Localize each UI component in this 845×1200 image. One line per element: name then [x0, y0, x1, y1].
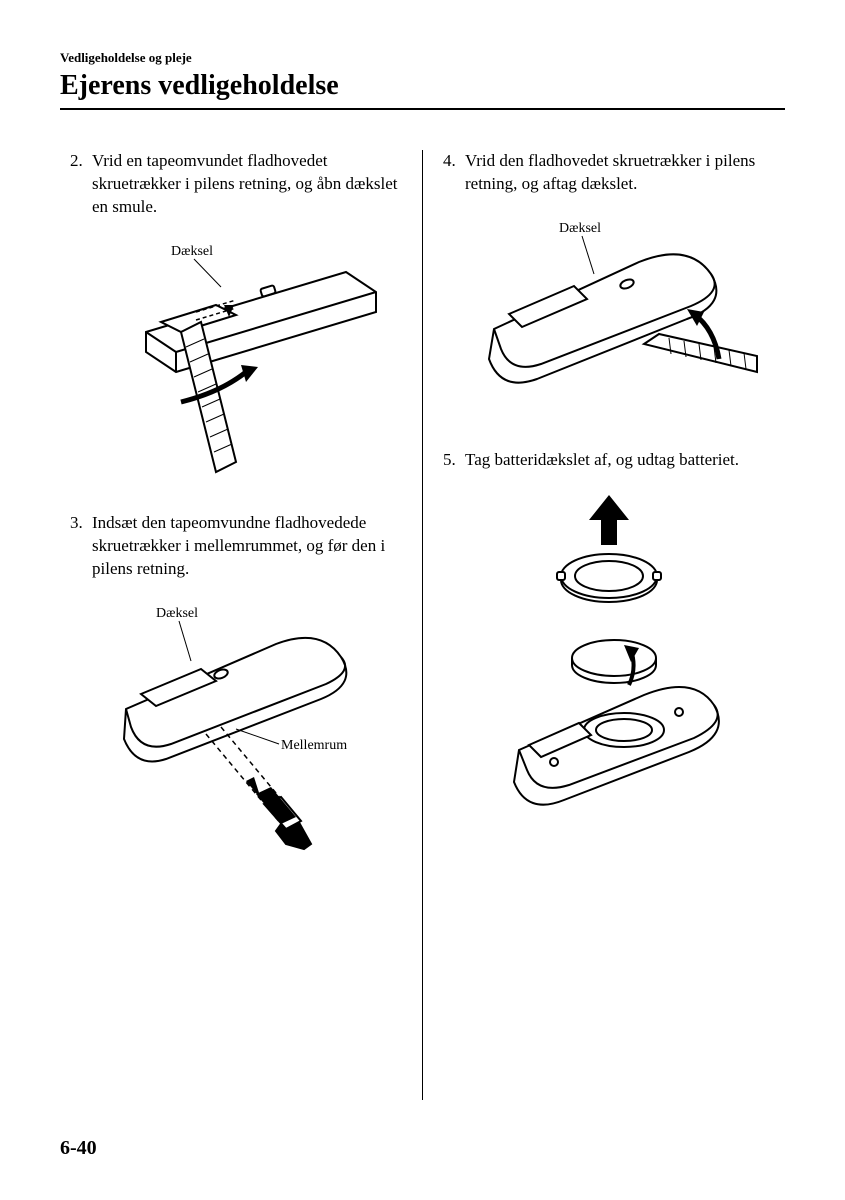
callout-daeksel-3: Dæksel: [559, 221, 601, 236]
step-5-body: Tag batteridækslet af, og udtag batterie…: [465, 449, 775, 472]
figure-step-2: Dæksel: [70, 237, 402, 482]
remote-key-open-icon: Dæksel: [86, 237, 386, 477]
callout-daeksel-2: Dæksel: [156, 606, 198, 621]
remote-key-pry-icon: Dæksel: [459, 214, 759, 414]
header: Vedligeholdelse og pleje Ejerens vedlige…: [60, 50, 785, 110]
step-2-text: 2. Vrid en tapeomvundet fladhovedet skru…: [70, 150, 402, 219]
title-rule: [60, 108, 785, 110]
step-5: 5. Tag batteridækslet af, og udtag batte…: [443, 449, 775, 815]
step-4-body: Vrid den fladhovedet skruetrækker i pile…: [465, 150, 775, 196]
page-number: 6-40: [60, 1137, 97, 1160]
left-column: 2. Vrid en tapeomvundet fladhovedet skru…: [60, 150, 423, 1100]
step-2-num: 2.: [70, 150, 92, 219]
figure-step-3: Dæksel Mellemrum: [70, 599, 402, 874]
step-4-text: 4. Vrid den fladhovedet skruetrækker i p…: [443, 150, 775, 196]
step-3-num: 3.: [70, 512, 92, 581]
content-columns: 2. Vrid en tapeomvundet fladhovedet skru…: [60, 150, 785, 1100]
step-5-text: 5. Tag batteridækslet af, og udtag batte…: [443, 449, 775, 472]
step-3-text: 3. Indsæt den tapeomvundne fladhovedede …: [70, 512, 402, 581]
page-title: Ejerens vedligeholdelse: [60, 70, 785, 102]
figure-step-4: Dæksel: [443, 214, 775, 419]
step-3-body: Indsæt den tapeomvundne fladhovedede skr…: [92, 512, 402, 581]
callout-mellemrum: Mellemrum: [281, 738, 347, 753]
breadcrumb: Vedligeholdelse og pleje: [60, 50, 785, 66]
remote-key-gap-icon: Dæksel Mellemrum: [86, 599, 386, 869]
callout-daeksel: Dæksel: [171, 244, 213, 259]
step-2-body: Vrid en tapeomvundet fladhovedet skruetr…: [92, 150, 402, 219]
right-column: 4. Vrid den fladhovedet skruetrækker i p…: [423, 150, 785, 1100]
battery-removal-icon: [479, 490, 739, 810]
step-5-num: 5.: [443, 449, 465, 472]
step-4-num: 4.: [443, 150, 465, 196]
step-4: 4. Vrid den fladhovedet skruetrækker i p…: [443, 150, 775, 419]
figure-step-5: [443, 490, 775, 815]
step-2: 2. Vrid en tapeomvundet fladhovedet skru…: [70, 150, 402, 482]
step-3: 3. Indsæt den tapeomvundne fladhovedede …: [70, 512, 402, 874]
